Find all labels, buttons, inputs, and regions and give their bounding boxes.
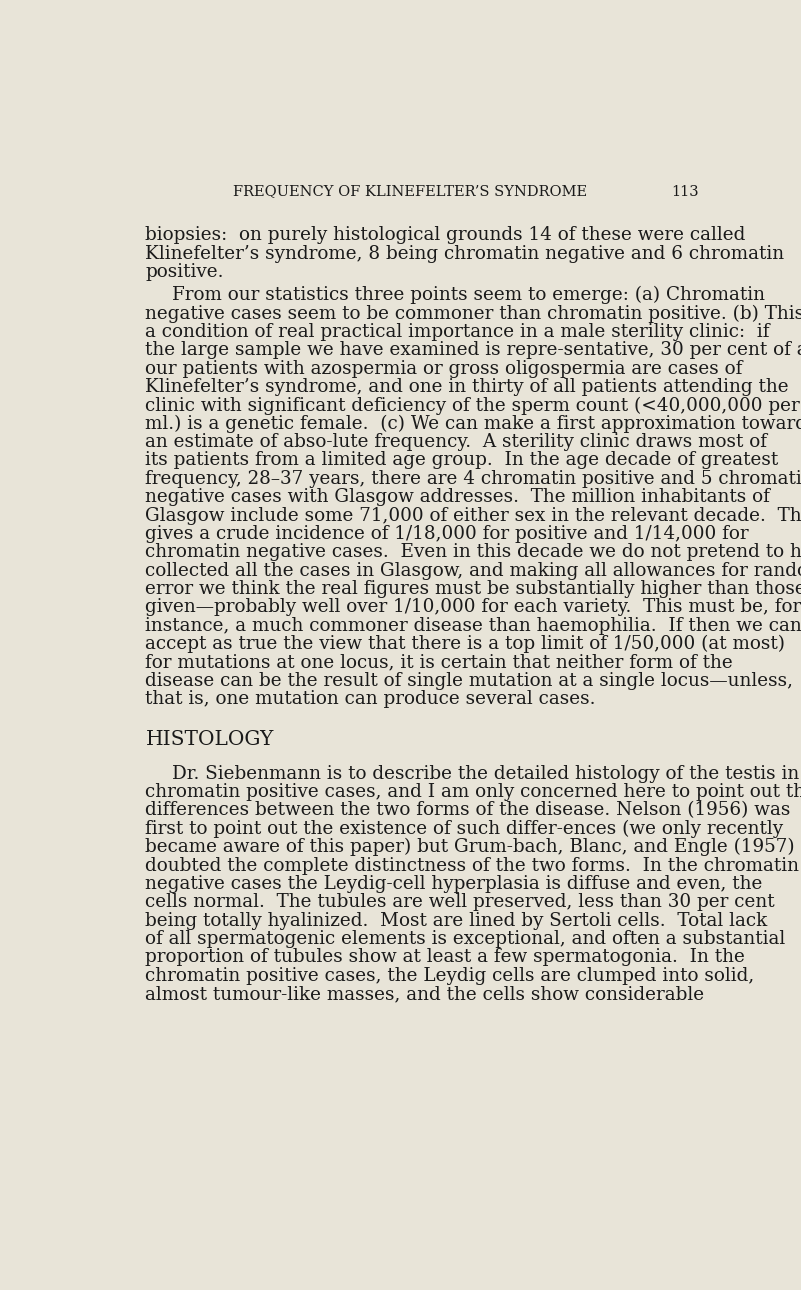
Text: negative cases seem to be commoner than chromatin positive. (b) This is: negative cases seem to be commoner than … (146, 304, 801, 322)
Text: cells normal.  The tubules are well preserved, less than 30 per cent: cells normal. The tubules are well prese… (146, 894, 775, 911)
Text: proportion of tubules show at least a few spermatogonia.  In the: proportion of tubules show at least a fe… (146, 948, 745, 966)
Text: Klinefelter’s syndrome, and one in thirty of all patients attending the: Klinefelter’s syndrome, and one in thirt… (146, 378, 789, 396)
Text: frequency, 28–37 years, there are 4 chromatin positive and 5 chromatin: frequency, 28–37 years, there are 4 chro… (146, 470, 801, 488)
Text: became aware of this paper) but Grum­bach, Blanc, and Engle (1957) have: became aware of this paper) but Grum­bac… (146, 838, 801, 857)
Text: negative cases the Leydig-cell hyperplasia is diffuse and even, the: negative cases the Leydig-cell hyperplas… (146, 875, 763, 893)
Text: Klinefelter’s syndrome, 8 being chromatin negative and 6 chromatin: Klinefelter’s syndrome, 8 being chromati… (146, 245, 784, 263)
Text: almost tumour-like masses, and the cells show considerable: almost tumour-like masses, and the cells… (146, 986, 705, 1004)
Text: Glasgow include some 71,000 of either sex in the relevant decade.  This: Glasgow include some 71,000 of either se… (146, 507, 801, 525)
Text: a condition of real practical importance in a male sterility clinic:  if: a condition of real practical importance… (146, 322, 770, 341)
Text: Dr. Siebenmann is to describe the detailed histology of the testis in: Dr. Siebenmann is to describe the detail… (171, 765, 799, 783)
Text: disease can be the result of single mutation at a single locus—unless,: disease can be the result of single muta… (146, 672, 794, 690)
Text: gives a crude incidence of 1/18,000 for positive and 1/14,000 for: gives a crude incidence of 1/18,000 for … (146, 525, 749, 543)
Text: From our statistics three points seem to emerge: (a) Chromatin: From our statistics three points seem to… (171, 286, 764, 304)
Text: biopsies:  on purely histological grounds 14 of these were called: biopsies: on purely histological grounds… (146, 226, 746, 244)
Text: an estimate of abso­lute frequency.  A sterility clinic draws most of: an estimate of abso­lute frequency. A st… (146, 433, 767, 452)
Text: collected all the cases in Glasgow, and making all allowances for random: collected all the cases in Glasgow, and … (146, 561, 801, 579)
Text: positive.: positive. (146, 263, 224, 281)
Text: its patients from a limited age group.  In the age decade of greatest: its patients from a limited age group. I… (146, 451, 779, 470)
Text: being totally hyalinized.  Most are lined by Sertoli cells.  Total lack: being totally hyalinized. Most are lined… (146, 912, 767, 930)
Text: chromatin negative cases.  Even in this decade we do not pretend to have: chromatin negative cases. Even in this d… (146, 543, 801, 561)
Text: given—probably well over 1/10,000 for each variety.  This must be, for: given—probably well over 1/10,000 for ea… (146, 599, 801, 617)
Text: ml.) is a genetic female.  (c) We can make a first approximation towards: ml.) is a genetic female. (c) We can mak… (146, 414, 801, 433)
Text: instance, a much commoner disease than haemophilia.  If then we can: instance, a much commoner disease than h… (146, 617, 801, 635)
Text: first to point out the existence of such differ­ences (we only recently: first to point out the existence of such… (146, 820, 783, 839)
Text: 113: 113 (671, 184, 699, 199)
Text: of all spermatogenic elements is exceptional, and often a substantial: of all spermatogenic elements is excepti… (146, 930, 786, 948)
Text: our patients with azospermia or gross oligospermia are cases of: our patients with azospermia or gross ol… (146, 360, 743, 378)
Text: error we think the real figures must be substantially higher than those: error we think the real figures must be … (146, 580, 801, 599)
Text: that is, one mutation can produce several cases.: that is, one mutation can produce severa… (146, 690, 596, 708)
Text: for mutations at one locus, it is certain that neither form of the: for mutations at one locus, it is certai… (146, 654, 733, 672)
Text: the large sample we have examined is repre­sentative, 30 per cent of all: the large sample we have examined is rep… (146, 341, 801, 359)
Text: doubted the complete distinctness of the two forms.  In the chromatin: doubted the complete distinctness of the… (146, 857, 799, 875)
Text: HISTOLOGY: HISTOLOGY (146, 730, 274, 748)
Text: clinic with significant deficiency of the sperm count (<40,000,000 per: clinic with significant deficiency of th… (146, 396, 800, 414)
Text: FREQUENCY OF KLINEFELTER’S SYNDROME: FREQUENCY OF KLINEFELTER’S SYNDROME (233, 184, 588, 199)
Text: chromatin positive cases, the Leydig cells are clumped into solid,: chromatin positive cases, the Leydig cel… (146, 968, 755, 984)
Text: differences between the two forms of the disease. Nelson (1956) was: differences between the two forms of the… (146, 801, 791, 819)
Text: negative cases with Glasgow addresses.  The million inhabitants of: negative cases with Glasgow addresses. T… (146, 488, 771, 506)
Text: accept as true the view that there is a top limit of 1/50,000 (at most): accept as true the view that there is a … (146, 635, 786, 654)
Text: chromatin positive cases, and I am only concerned here to point out the: chromatin positive cases, and I am only … (146, 783, 801, 801)
